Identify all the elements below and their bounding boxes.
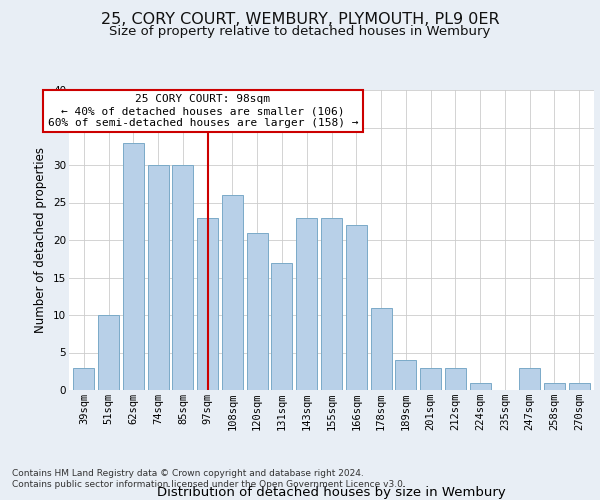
Bar (123, 142, 144, 390)
Bar (222, 195, 243, 390)
Bar (98, 315, 119, 390)
Text: Contains HM Land Registry data © Crown copyright and database right 2024.: Contains HM Land Registry data © Crown c… (12, 468, 364, 477)
Bar (148, 165, 169, 390)
Bar (519, 368, 540, 390)
Bar (420, 368, 441, 390)
Bar (172, 165, 193, 390)
Bar (296, 218, 317, 390)
Bar (544, 382, 565, 390)
Bar (321, 218, 342, 390)
Bar (73, 368, 94, 390)
Text: Contains public sector information licensed under the Open Government Licence v3: Contains public sector information licen… (12, 480, 406, 489)
Bar (346, 225, 367, 390)
Text: Size of property relative to detached houses in Wembury: Size of property relative to detached ho… (109, 25, 491, 38)
X-axis label: Distribution of detached houses by size in Wembury: Distribution of detached houses by size … (157, 486, 506, 499)
Bar (271, 262, 292, 390)
Text: 25 CORY COURT: 98sqm
← 40% of detached houses are smaller (106)
60% of semi-deta: 25 CORY COURT: 98sqm ← 40% of detached h… (47, 94, 358, 128)
Bar (470, 382, 491, 390)
Bar (197, 218, 218, 390)
Bar (371, 308, 392, 390)
Bar (247, 232, 268, 390)
Bar (395, 360, 416, 390)
Text: 25, CORY COURT, WEMBURY, PLYMOUTH, PL9 0ER: 25, CORY COURT, WEMBURY, PLYMOUTH, PL9 0… (101, 12, 499, 28)
Bar (445, 368, 466, 390)
Bar (569, 382, 590, 390)
Y-axis label: Number of detached properties: Number of detached properties (34, 147, 47, 333)
